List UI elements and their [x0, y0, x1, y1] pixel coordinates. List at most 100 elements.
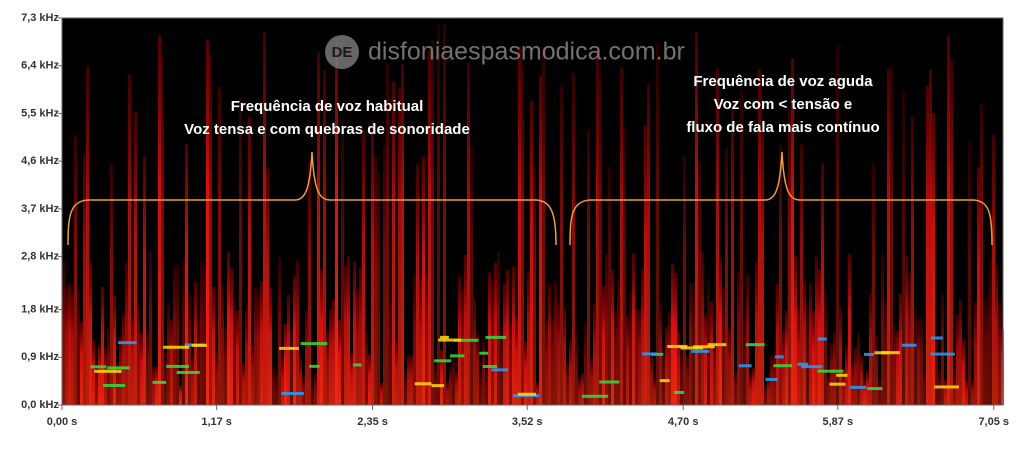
- spectral-column: [386, 64, 389, 406]
- spectral-column: [302, 375, 305, 405]
- spectral-column: [674, 272, 677, 405]
- spectral-column: [833, 331, 836, 405]
- spectral-column: [911, 116, 914, 405]
- spectral-column: [941, 294, 944, 405]
- spectral-column: [314, 373, 317, 405]
- spectral-column: [470, 146, 473, 405]
- watermark: DE disfoniaespasmodica.com.br: [325, 35, 685, 69]
- y-tick-label: 3,7 kHz: [21, 203, 59, 215]
- spectral-column: [218, 86, 221, 405]
- spectral-column: [644, 125, 647, 405]
- spectral-column: [701, 252, 704, 405]
- formant-band: [107, 366, 130, 370]
- spectral-column: [278, 257, 281, 405]
- spectral-column: [632, 252, 635, 405]
- spectral-column: [875, 335, 878, 405]
- spectral-column: [830, 342, 833, 405]
- spectral-column: [209, 54, 212, 406]
- spectral-column: [578, 378, 581, 405]
- formant-band: [485, 335, 507, 339]
- spectral-column: [686, 355, 689, 405]
- spectral-column: [227, 252, 230, 405]
- spectral-column: [68, 283, 71, 405]
- spectral-column: [764, 385, 767, 405]
- spectral-column: [410, 355, 413, 405]
- spectral-column: [752, 368, 755, 405]
- spectral-column: [155, 366, 158, 405]
- spectral-column: [554, 281, 557, 405]
- spectral-column: [998, 302, 1001, 405]
- plot-frame: [61, 17, 1004, 406]
- spectral-column: [602, 285, 605, 405]
- spectral-column: [953, 376, 956, 405]
- spectral-column: [803, 281, 806, 405]
- formant-band: [867, 387, 883, 391]
- spectral-column: [239, 98, 242, 405]
- spectral-column: [272, 367, 275, 405]
- spectral-column: [500, 327, 503, 405]
- formant-band: [454, 338, 479, 342]
- spectral-column: [260, 280, 263, 405]
- formant-band: [765, 377, 778, 381]
- spectral-column: [530, 100, 533, 406]
- spectral-column: [74, 135, 77, 406]
- spectral-column: [950, 58, 953, 405]
- spectral-column: [593, 303, 596, 405]
- spectral-column: [983, 299, 986, 405]
- spectral-column: [917, 319, 920, 405]
- formant-band: [581, 394, 609, 398]
- spectral-column: [398, 87, 401, 405]
- spectral-column: [854, 347, 857, 405]
- spectral-column: [203, 264, 206, 405]
- x-tick-label: 4,70 s: [668, 416, 699, 428]
- formant-band: [517, 392, 536, 396]
- spectral-column: [275, 374, 278, 405]
- spectral-column: [293, 276, 296, 405]
- spectral-column: [581, 373, 584, 405]
- spectral-column: [299, 357, 302, 405]
- spectral-column: [569, 340, 572, 405]
- spectral-column: [89, 262, 92, 405]
- formant-band: [817, 369, 844, 373]
- spectral-column: [506, 269, 509, 405]
- spectral-column: [758, 69, 761, 405]
- spectral-column: [971, 380, 974, 405]
- formant-band: [934, 385, 959, 389]
- x-tick-label: 1,17 s: [201, 416, 232, 428]
- spectral-column: [908, 273, 911, 405]
- spectral-column: [425, 274, 428, 405]
- spectral-column: [902, 89, 905, 405]
- spectral-column: [704, 314, 707, 405]
- spectral-column: [176, 264, 179, 405]
- formant-band: [773, 364, 793, 368]
- formant-band: [667, 344, 688, 348]
- spectral-column: [467, 62, 470, 405]
- formant-band: [651, 352, 664, 356]
- spectral-column: [197, 318, 200, 405]
- spectral-column: [335, 41, 338, 405]
- spectral-column: [734, 371, 737, 405]
- spectral-column: [317, 52, 320, 405]
- x-tick-label: 2,35 s: [357, 416, 388, 428]
- spectral-column: [332, 299, 335, 405]
- spectral-column: [359, 267, 362, 405]
- spectral-column: [284, 323, 287, 405]
- spectral-column: [806, 302, 809, 405]
- spectral-column: [80, 322, 83, 405]
- spectral-column: [977, 167, 980, 405]
- spectral-column: [905, 255, 908, 405]
- y-tick-label: 0,9 kHz: [21, 351, 59, 363]
- y-tick-label: 2,8 kHz: [21, 250, 59, 262]
- spectral-column: [653, 379, 656, 405]
- spectral-column: [179, 385, 182, 405]
- watermark-logo-circle: [325, 35, 359, 69]
- spectral-column: [464, 254, 467, 405]
- formant-band: [691, 349, 710, 353]
- formant-band: [479, 351, 489, 355]
- spectral-column: [896, 330, 899, 405]
- spectral-column: [791, 58, 794, 405]
- spectral-column: [587, 130, 590, 405]
- spectral-column: [71, 292, 74, 405]
- spectral-column: [776, 284, 779, 405]
